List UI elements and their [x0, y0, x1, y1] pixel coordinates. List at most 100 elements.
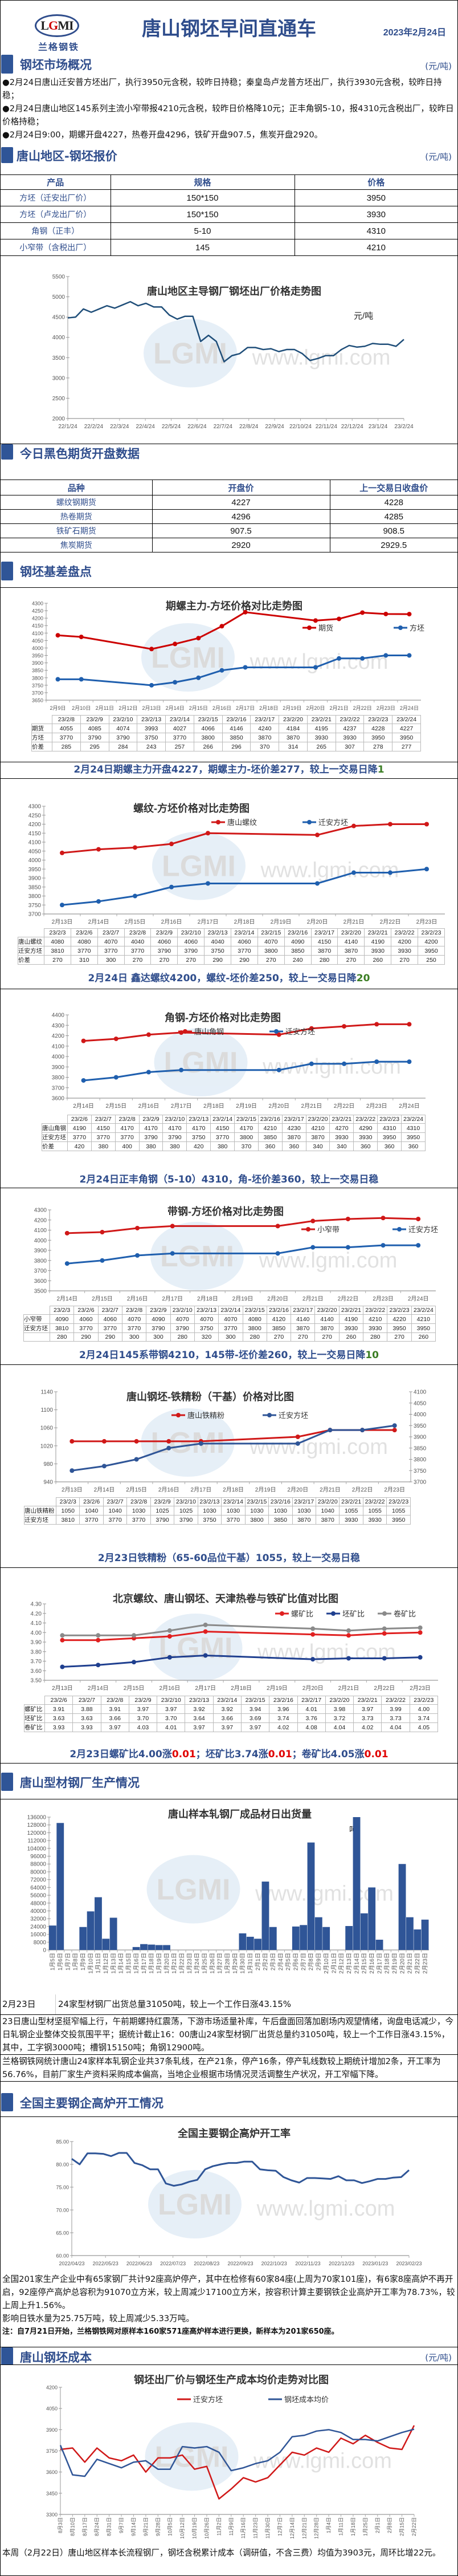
value-cell: 3870 [250, 733, 280, 742]
date-row: 23/2/3 23/2/6 23/2/7 23/2/8 23/2/9 23/2/10 23/… [24, 1306, 436, 1315]
row-label-cell [24, 1306, 50, 1315]
legend-label: 唐山螺纹 [227, 818, 257, 827]
bar [368, 1887, 376, 1950]
value-cell: 3870 [314, 1323, 340, 1333]
x-tick-label: 2月24日 [408, 1295, 429, 1302]
value-cell: 23/2/9 [150, 928, 178, 937]
value-cell: 23/2/17 [250, 715, 280, 724]
value-cell: 3770 [52, 733, 81, 742]
data-point [219, 668, 224, 673]
data-point [101, 1464, 107, 1469]
legend-marker [306, 1227, 310, 1232]
data-point [96, 847, 101, 852]
watermark-logo-icon [141, 1408, 235, 1477]
x-tick-label: 9月7日 [118, 2517, 124, 2533]
value-cell: 1030 [268, 1506, 293, 1515]
data-point [383, 653, 389, 658]
data-point [424, 867, 429, 872]
bar [56, 1823, 64, 1950]
value-cell: 284 [108, 742, 138, 751]
x-tick-label: 2月20日 [399, 1953, 406, 1974]
lgmi-logo: L G MI 兰格钢铁 [34, 7, 81, 51]
y-tick-label: 3700 [28, 912, 42, 918]
value-cell: 3870 [337, 946, 365, 956]
data-point [219, 624, 224, 629]
value-cell: 4170 [186, 1123, 211, 1133]
x-tick-label: 8月31日 [107, 2517, 112, 2536]
value-cell: 3800 [244, 1515, 269, 1525]
value-cell: 4220 [387, 1314, 412, 1324]
series-line [59, 2428, 415, 2477]
value-cell: 4146 [222, 724, 251, 733]
y-tick-label: 3800 [34, 1258, 47, 1264]
value-cell: 4.03 [128, 1722, 158, 1732]
value-cell: 3.94 [240, 1704, 270, 1714]
bar [421, 1919, 429, 1950]
section-profile: 唐山型材钢厂生产情况 [1, 1763, 457, 1799]
value-cell: 310 [70, 955, 98, 965]
bar [398, 1864, 406, 1950]
y-tick-label: 3500 [52, 355, 66, 361]
data-point [392, 1428, 397, 1433]
chart-title: 唐山样本轧钢厂成品材日出货量 [168, 1808, 312, 1820]
value-cell: 23/2/22 [381, 1696, 410, 1705]
legend-label: 迁安方坯 [285, 1027, 315, 1036]
x-tick-label: 10月12日 [179, 2517, 185, 2539]
x-tick-label: 11月23日 [253, 2517, 259, 2538]
data-point [135, 1225, 140, 1230]
y-tick-label: 4000 [52, 335, 66, 341]
value-cell: 23/2/8 [126, 1497, 151, 1506]
data-point [381, 1216, 386, 1221]
chart-title: 唐山地区主导钢厂钢坯出厂价格走势图 [147, 285, 321, 297]
x-tick-label: 2月21日 [407, 1953, 414, 1974]
table-row: 价差 420 380 400 380 380 420 380 370 360 360 340 340 36… [42, 1141, 426, 1151]
value-cell: 23/2/23 [386, 1497, 411, 1506]
value-cell: 4230 [281, 1123, 306, 1133]
x-tick-label: 2月14日 [88, 919, 109, 925]
variety-cell: 铁矿石期货 [1, 523, 153, 538]
data-point [81, 1038, 86, 1043]
row-label-cell [42, 1115, 68, 1124]
data-point [328, 1428, 333, 1433]
watermark: LGMI www.lgmi.com [154, 1028, 401, 1096]
value-cell: 3930 [335, 733, 365, 742]
value-cell: 23/2/17 [297, 1696, 326, 1705]
col-header: 上一交易日收盘价 [329, 480, 457, 495]
x-tick-label: 2月15日 [125, 919, 146, 925]
data-point [337, 656, 342, 661]
y-tick-label: 940 [43, 1480, 53, 1486]
y-tick-label: 4300 [28, 804, 42, 810]
value-cell: 296 [222, 742, 251, 751]
table-row: 迁安方坯 3810 3770 3770 3770 3790 3790 3750 3770 3800… [24, 1515, 411, 1525]
chart-title: 期螺主力-方坯价格对比走势图 [166, 600, 302, 612]
value-cell: 4195 [306, 724, 336, 733]
product-cell: 方坯（卢龙出厂价） [1, 206, 111, 223]
value-cell: 3790 [150, 946, 178, 956]
data-point [79, 635, 84, 640]
value-cell: 360 [281, 1141, 306, 1151]
x-tick-label: 1月14日 [118, 1953, 125, 1974]
blast-note: 注：自7月21日开始，兰格钢铁网对原样本160家571座高炉样本进行更换，新样本… [2, 2327, 339, 2336]
data-point [206, 881, 210, 886]
section-marker [1, 444, 13, 460]
x-tick-label: 1月11日 [95, 1953, 102, 1973]
x-tick-label: 2月15日 [126, 1486, 147, 1493]
watermark-logo-text: LGMI [160, 1240, 234, 1273]
value-cell: 3870 [310, 946, 338, 956]
value-cell: 3.72 [325, 1713, 354, 1723]
x-tick-label: 10月26日 [204, 2517, 210, 2539]
value-cell: 23/2/13 [204, 928, 232, 937]
table-row: 方坯 3770 3790 3790 3750 3770 3800 3850 3870 3870 39… [31, 733, 421, 742]
legend-label: 迁安方坯 [318, 818, 348, 827]
value-cell: 3790 [170, 1323, 195, 1333]
x-tick-label: 1月15日 [125, 1953, 132, 1974]
data-point [374, 1059, 379, 1064]
value-cell: 3.99 [381, 1704, 410, 1714]
x-tick-label: 2月19日 [391, 1953, 398, 1974]
value-cell: 3.73 [381, 1713, 410, 1723]
x-tick-label: 2月21日 [344, 919, 365, 925]
value-cell: 280 [310, 955, 338, 965]
x-tick-label: 10月5日 [167, 2517, 173, 2536]
legend-marker [280, 1611, 284, 1616]
